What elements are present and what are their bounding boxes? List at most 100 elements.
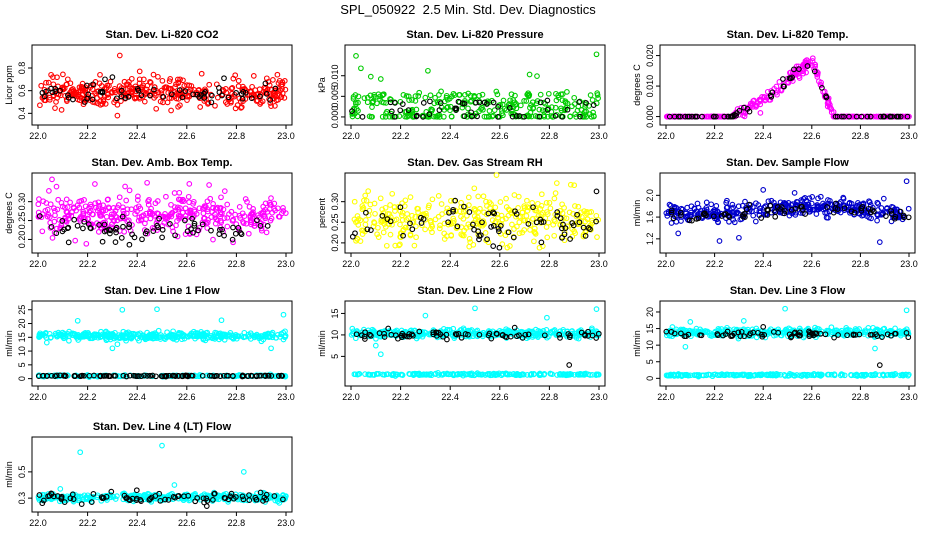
data-point — [84, 95, 90, 102]
series-all-samples — [663, 305, 912, 352]
data-point — [221, 188, 228, 194]
data-point — [527, 109, 534, 116]
data-point — [351, 198, 358, 205]
data-point — [846, 200, 853, 207]
series-low-flow — [663, 370, 912, 380]
data-point — [511, 99, 518, 106]
data-point — [475, 209, 482, 215]
data-point — [143, 86, 150, 93]
x-tick-label: 22.2 — [79, 518, 97, 528]
y-tick-label: 0.005 — [330, 85, 340, 108]
data-point — [547, 205, 554, 212]
data-point — [52, 208, 58, 214]
data-point — [45, 79, 52, 86]
data-point — [274, 92, 281, 98]
data-point — [544, 314, 550, 321]
data-point — [387, 202, 393, 208]
data-point — [268, 215, 275, 222]
data-point — [505, 229, 512, 236]
x-tick-label: 22.4 — [128, 518, 146, 528]
data-point — [495, 114, 501, 120]
data-point — [465, 194, 472, 201]
data-point — [894, 113, 901, 120]
data-point — [557, 208, 564, 214]
data-point — [87, 225, 94, 231]
data-point — [147, 79, 154, 86]
data-point — [558, 218, 565, 225]
data-point — [422, 94, 429, 101]
data-point — [113, 224, 120, 231]
series-selected — [668, 200, 912, 224]
data-point — [426, 202, 432, 209]
data-point — [167, 76, 174, 82]
data-point — [537, 99, 544, 106]
data-point — [108, 211, 115, 218]
data-point — [479, 104, 485, 111]
x-tick-label: 22.8 — [541, 259, 559, 269]
data-point — [508, 209, 515, 216]
data-point — [176, 87, 183, 93]
data-point — [559, 113, 566, 120]
data-point — [538, 191, 545, 198]
data-point — [154, 306, 160, 313]
data-point — [866, 199, 873, 206]
y-axis-label: ml/min — [4, 330, 14, 357]
y-tick-label: 0.25 — [17, 212, 27, 230]
data-point — [666, 201, 673, 208]
data-point — [218, 194, 224, 201]
data-point — [551, 232, 558, 239]
data-point — [526, 204, 533, 211]
data-point — [497, 199, 504, 205]
data-point — [99, 88, 105, 95]
data-point — [364, 226, 371, 233]
y-tick-label: 0.010 — [645, 75, 655, 98]
data-point — [379, 213, 386, 219]
data-point — [194, 91, 201, 98]
plot-frame — [31, 300, 293, 387]
data-point — [481, 99, 488, 106]
data-point — [114, 217, 121, 224]
data-point — [41, 97, 48, 104]
data-point — [570, 222, 577, 229]
x-tick-label: 22.6 — [491, 131, 509, 141]
data-point — [65, 239, 72, 246]
data-point — [355, 99, 361, 106]
data-point — [180, 77, 186, 84]
data-point — [483, 198, 489, 205]
data-point — [726, 214, 733, 220]
panel-title: Stan. Dev. Sample Flow — [726, 157, 849, 169]
data-point — [853, 204, 859, 211]
data-point — [80, 225, 86, 232]
x-tick-label: 22.0 — [657, 131, 675, 141]
data-point — [512, 208, 518, 215]
data-point — [44, 206, 51, 213]
data-point — [107, 78, 114, 85]
data-point — [490, 209, 497, 216]
data-point — [531, 238, 537, 245]
data-point — [486, 108, 493, 114]
data-point — [817, 193, 824, 200]
data-point — [397, 204, 404, 211]
x-tick-label: 22.8 — [852, 259, 870, 269]
data-point — [715, 219, 721, 225]
y-tick-label: 10 — [17, 346, 27, 356]
data-point — [489, 113, 496, 120]
y-tick-label: 2.0 — [645, 189, 655, 202]
data-point — [564, 106, 571, 113]
data-point — [461, 203, 467, 210]
x-tick-label: 22.2 — [392, 259, 410, 269]
y-tick-label: 15 — [17, 332, 27, 342]
data-point — [422, 312, 429, 319]
data-point — [371, 219, 377, 225]
data-point — [730, 211, 737, 218]
data-point — [544, 113, 551, 120]
data-point — [561, 231, 568, 238]
data-point — [782, 305, 788, 312]
y-tick-label: 0 — [645, 376, 655, 381]
data-point — [538, 211, 545, 218]
data-point — [213, 205, 220, 212]
data-point — [461, 113, 468, 119]
data-point — [595, 95, 601, 102]
data-point — [182, 205, 189, 212]
